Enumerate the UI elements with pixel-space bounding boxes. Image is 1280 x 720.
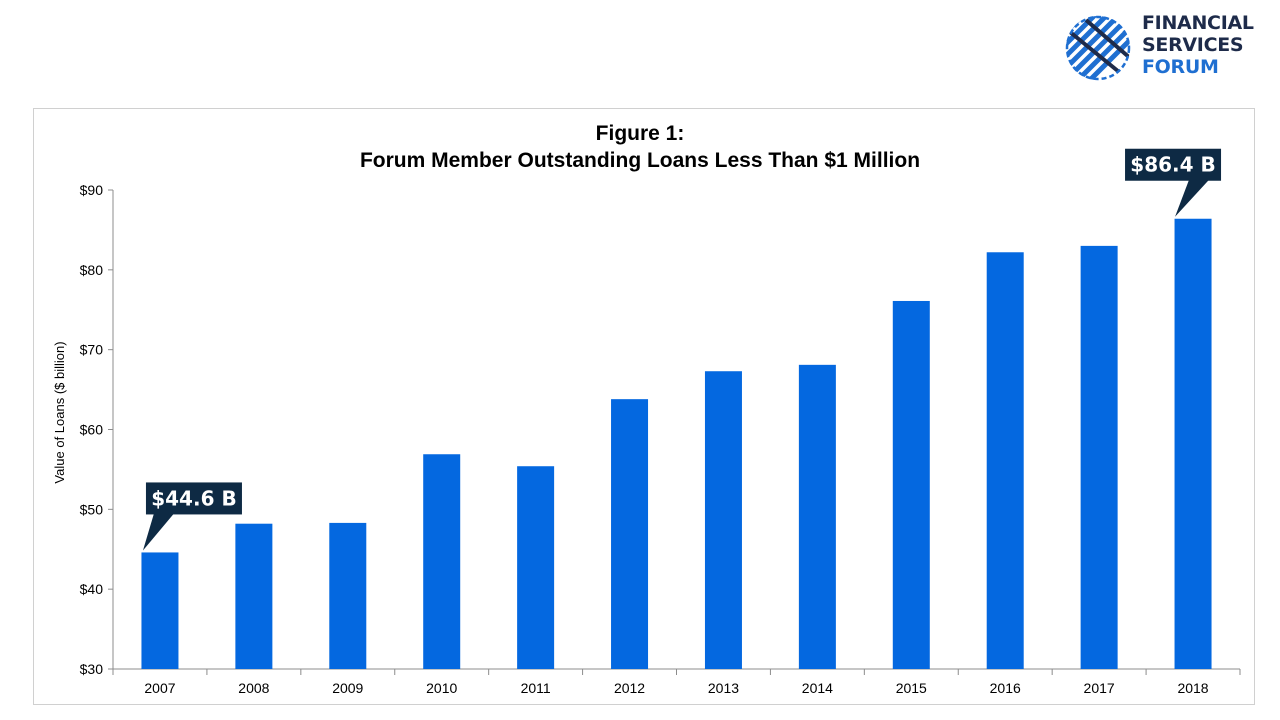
x-tick-label: 2012 <box>614 680 645 696</box>
bar-2011 <box>517 466 555 669</box>
chart-frame <box>33 108 1255 705</box>
x-tick-label: 2015 <box>896 680 927 696</box>
data-label-2018: $86.4 B <box>1130 153 1215 177</box>
x-tick-label: 2014 <box>802 680 833 696</box>
y-tick-label: $50 <box>80 501 104 517</box>
x-tick-label: 2008 <box>238 680 269 696</box>
logo-text-financial: FINANCIAL <box>1142 12 1254 34</box>
x-tick-label: 2011 <box>521 680 551 696</box>
x-tick-label: 2010 <box>426 680 457 696</box>
x-tick-label: 2016 <box>990 680 1021 696</box>
callout-pointer-2007 <box>142 513 174 551</box>
y-axis-title: Value of Loans ($ billion) <box>52 341 67 483</box>
y-tick-label: $30 <box>80 661 104 677</box>
bar-2008 <box>235 523 273 669</box>
x-tick-label: 2013 <box>708 680 739 696</box>
logo-text-forum: FORUM <box>1142 56 1219 78</box>
y-tick-label: $70 <box>80 342 104 358</box>
y-tick-label: $40 <box>80 581 104 597</box>
globe-logo-icon <box>1065 15 1131 81</box>
bar-2010 <box>423 454 461 669</box>
x-tick-label: 2017 <box>1084 680 1115 696</box>
bar-2012 <box>611 399 649 669</box>
x-tick-label: 2009 <box>332 680 363 696</box>
callout-pointer-2018 <box>1175 179 1210 217</box>
chart-title: Figure 1: <box>595 122 685 145</box>
chart-title-block: Figure 1: Forum Member Outstanding Loans… <box>0 120 1280 174</box>
chart-subtitle: Forum Member Outstanding Loans Less Than… <box>359 149 921 172</box>
y-tick-label: $60 <box>80 422 104 438</box>
bar-2015 <box>892 300 930 669</box>
x-tick-label: 2018 <box>1177 680 1208 696</box>
data-label-2007: $44.6 B <box>151 486 236 510</box>
bar-2013 <box>704 371 742 669</box>
bar-2009 <box>329 522 367 669</box>
bar-2016 <box>986 252 1024 669</box>
bar-2017 <box>1080 245 1118 669</box>
bar-2014 <box>798 364 836 669</box>
callout-box-2018 <box>1125 148 1222 181</box>
logo-text-services: SERVICES <box>1142 34 1244 56</box>
y-tick-label: $90 <box>80 182 104 198</box>
x-tick-label: 2007 <box>144 680 175 696</box>
callout-box-2007 <box>145 482 242 515</box>
y-tick-label: $80 <box>80 262 104 278</box>
bar-2018 <box>1174 218 1212 670</box>
financial-services-forum-logo: FINANCIAL SERVICES FORUM <box>1064 12 1274 84</box>
bar-2007 <box>141 552 179 669</box>
